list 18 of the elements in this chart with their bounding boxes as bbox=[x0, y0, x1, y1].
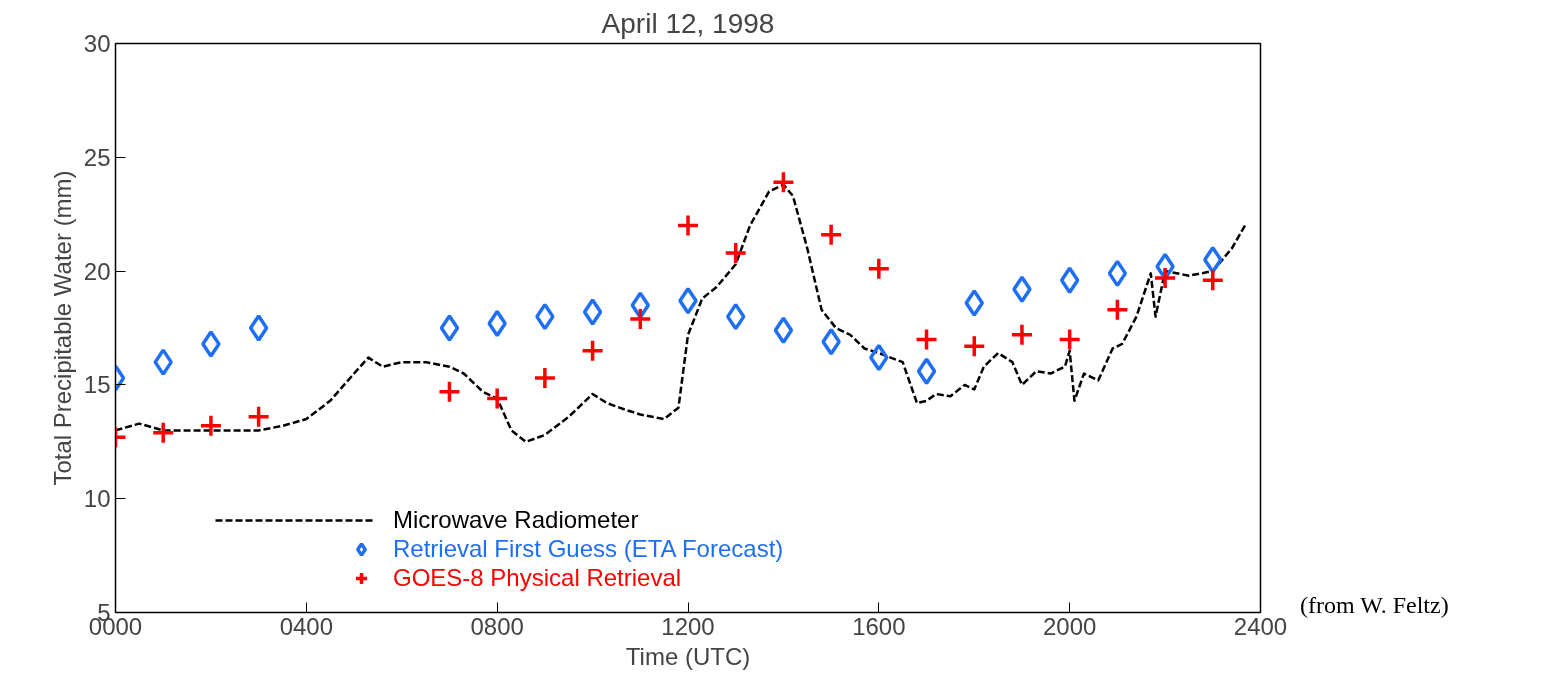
y-tick-label: 15 bbox=[83, 371, 111, 399]
x-tick-label: 1600 bbox=[852, 612, 906, 640]
x-axis-title: Time (UTC) bbox=[625, 642, 751, 670]
y-tick-label: 20 bbox=[83, 257, 111, 285]
x-tick-label: 2400 bbox=[1233, 612, 1288, 640]
x-tick-label: 1200 bbox=[661, 612, 715, 640]
text: (from W. Feltz) bbox=[1300, 591, 1449, 620]
text: Microwave Radiometer bbox=[393, 506, 639, 534]
y-tick-label: 10 bbox=[83, 485, 111, 513]
legend-label: Retrieval First Guess (ETA Forecast) bbox=[393, 535, 784, 563]
y-tick-label: 30 bbox=[83, 30, 111, 57]
chart-title: April 12, 1998 bbox=[601, 7, 775, 39]
x-tick-label: 0400 bbox=[279, 612, 334, 640]
y-axis-title: Total Precipitable Water (mm) bbox=[48, 170, 76, 486]
y-tick-label: 25 bbox=[83, 143, 111, 171]
legend-label: GOES-8 Physical Retrieval bbox=[393, 564, 682, 592]
x-tick-label: 0800 bbox=[470, 612, 524, 640]
x-tick-label: 2000 bbox=[1042, 612, 1097, 640]
